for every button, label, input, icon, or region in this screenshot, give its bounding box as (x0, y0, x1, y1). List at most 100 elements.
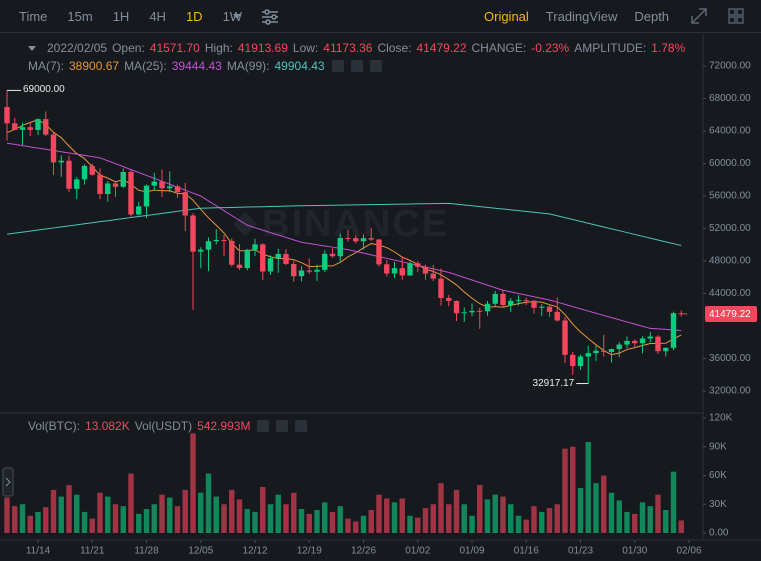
volume-bar (562, 448, 568, 534)
y-tick-label: 44000.00 (709, 288, 751, 299)
candle-body (391, 268, 398, 274)
volume-bar (291, 492, 297, 534)
interval-button[interactable]: 1W (222, 9, 243, 24)
volume-bar (384, 498, 390, 534)
volume-bar (593, 483, 599, 534)
volume-bar (523, 519, 529, 534)
ma-value: 38900.67 (69, 59, 120, 73)
volume-bar (484, 499, 491, 534)
candle-body (376, 239, 382, 265)
volume-bar (492, 494, 498, 534)
candle-body (43, 119, 49, 135)
dropdown-icon[interactable] (233, 14, 241, 19)
interval-button[interactable]: Time (19, 9, 48, 24)
y-tick-label: 68000.00 (709, 93, 751, 104)
legend-icon[interactable] (350, 60, 363, 72)
legend-icon[interactable] (295, 420, 308, 432)
candle-body (105, 183, 111, 195)
volume-bar (167, 497, 173, 534)
candle-body (314, 269, 320, 272)
candle-body (74, 179, 80, 189)
view-tab[interactable]: TradingView (545, 9, 618, 24)
volume-bar (531, 506, 537, 534)
volume-bar (213, 496, 219, 534)
volume-value: 13.082K (85, 419, 130, 433)
legend-icon[interactable] (257, 420, 270, 432)
candle-body (399, 268, 405, 276)
y-tick-label: 36000.00 (709, 353, 751, 364)
candle-body (151, 181, 157, 186)
interval-button[interactable]: 4H (149, 9, 166, 24)
candle-body (562, 320, 568, 355)
y-tick-label: 30K (709, 499, 727, 510)
volume-bar (275, 494, 281, 534)
candle-body (120, 171, 126, 187)
volume-bar (399, 498, 405, 534)
high-label: 69000.00 (23, 84, 65, 95)
view-tab[interactable]: Original (484, 9, 529, 24)
volume-bar (453, 489, 460, 534)
layout-icon[interactable] (728, 8, 744, 24)
volume-bar (58, 496, 64, 534)
candle-body (601, 350, 607, 352)
volume-bar (306, 513, 312, 534)
x-tick-label: 01/23 (568, 546, 593, 557)
volume-bar (616, 500, 622, 534)
sidebar-toggle[interactable] (2, 467, 14, 497)
ma-value: 49904.43 (274, 59, 325, 73)
collapse-caret[interactable] (28, 45, 36, 51)
legend-label: Close: (377, 41, 412, 55)
candle-body (337, 237, 343, 257)
volume-bar (74, 494, 80, 534)
volume-bar (407, 515, 413, 534)
candle-body (384, 264, 390, 274)
y-tick-label: 56000.00 (709, 191, 751, 202)
legend-value: 41913.69 (237, 41, 288, 55)
candle-body (484, 303, 491, 312)
legend-label: Low: (292, 41, 319, 55)
volume-bar (554, 504, 560, 534)
volume-bar (283, 504, 289, 534)
volume-bar (221, 504, 227, 534)
x-tick-label: 12/26 (351, 546, 376, 557)
volume-bar (663, 509, 669, 534)
volume-bar (12, 506, 18, 534)
x-tick-label: 01/30 (622, 546, 647, 557)
legend-icon[interactable] (369, 60, 382, 72)
candle-body (453, 300, 460, 314)
volume-bar (539, 511, 545, 534)
candle-body (508, 300, 514, 305)
candle-body (554, 311, 560, 321)
volume-bar (50, 489, 57, 534)
legend-value: 41173.36 (323, 41, 373, 55)
candle-body (275, 253, 281, 259)
legend-icon[interactable] (276, 420, 289, 432)
settings-icon[interactable] (262, 9, 278, 25)
y-tick-label: 72000.00 (709, 61, 751, 72)
candle-body (415, 263, 421, 267)
interval-button[interactable]: 1D (185, 9, 203, 24)
candle-body (430, 273, 436, 279)
volume-bar (298, 509, 305, 534)
volume-bar (360, 515, 367, 534)
volume-bar (337, 506, 343, 534)
ma-legend: MA(7): 38900.67 MA(25): 39444.43 MA(99): 4990… (28, 59, 382, 73)
candle-body (624, 340, 630, 345)
ma-line (6, 119, 682, 356)
view-tab[interactable]: Depth (634, 9, 670, 24)
watermark: BINANCE (262, 203, 449, 245)
candle-body (531, 300, 537, 308)
candle-body (407, 263, 413, 276)
legend-icon[interactable] (331, 60, 344, 72)
candle-body (198, 249, 204, 252)
volume-bar (655, 494, 661, 534)
candle-body (4, 107, 10, 124)
volume-bar (205, 473, 212, 534)
candle-body (446, 297, 452, 301)
interval-button[interactable]: 15m (67, 9, 93, 24)
interval-button[interactable]: 1H (112, 9, 130, 24)
fullscreen-icon[interactable] (691, 8, 707, 24)
ma-name: MA(25): (124, 59, 167, 73)
candle-body (593, 350, 599, 354)
legend-label: CHANGE: (471, 41, 527, 55)
